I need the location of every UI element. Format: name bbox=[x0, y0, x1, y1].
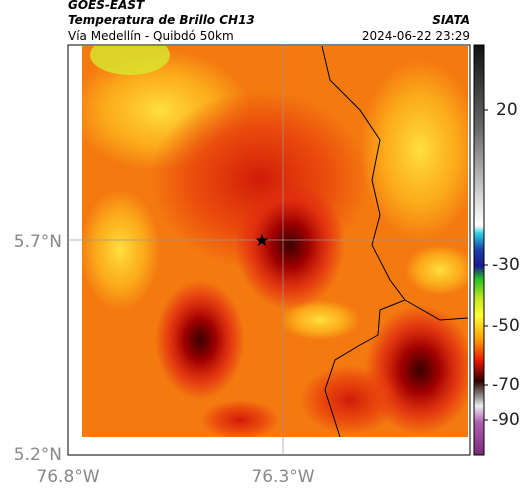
title: GOES-EAST bbox=[68, 0, 145, 12]
border bbox=[321, 46, 406, 437]
lat-tick-label: 5.2°N bbox=[14, 445, 62, 465]
source: SIATA bbox=[432, 13, 470, 27]
location: Vía Medellín - Quibdó 50km bbox=[68, 29, 234, 43]
map-field bbox=[82, 46, 468, 437]
colorbar-tick-label: 20 bbox=[496, 100, 518, 120]
lon-tick-label: 76.3°W bbox=[251, 467, 314, 487]
map-frame bbox=[67, 44, 471, 456]
lat-tick-label: 5.7°N bbox=[14, 232, 62, 252]
datetime: 2024-06-22 23:29 bbox=[362, 29, 470, 43]
lon-tick-label: 76.8°W bbox=[36, 467, 99, 487]
border bbox=[404, 299, 468, 321]
colorbar-tick-label: -90 bbox=[492, 410, 520, 430]
colorbar bbox=[473, 44, 485, 456]
colorbar-tick-label: -70 bbox=[492, 375, 520, 395]
colorbar-tick-label: -30 bbox=[492, 255, 520, 275]
colorbar-tick-label: -50 bbox=[492, 316, 520, 336]
location-marker bbox=[255, 234, 269, 246]
subtitle: Temperatura de Brillo CH13 bbox=[68, 13, 255, 27]
